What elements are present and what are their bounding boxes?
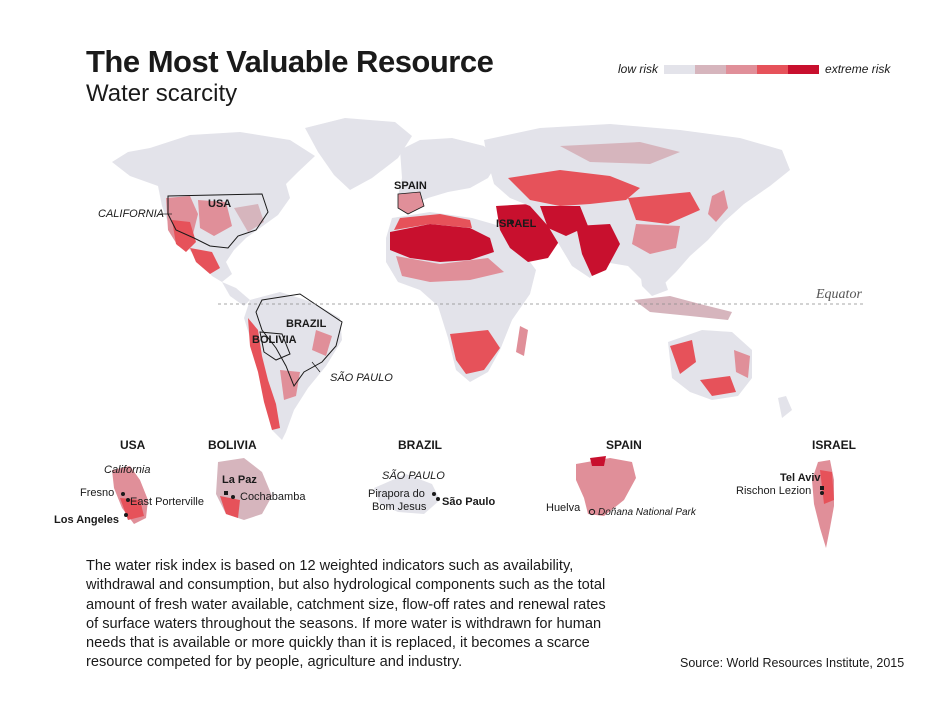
place-rischon-lezion: Rischon Lezion: [736, 485, 812, 497]
place-east-porterville: East Porterville: [130, 496, 204, 508]
argentina-risk: [280, 370, 300, 400]
place-pirapora-line2: Bom Jesus: [372, 501, 427, 513]
spain-shape: [576, 458, 636, 516]
china-south-risk: [632, 224, 680, 254]
indonesia: [634, 296, 732, 320]
place-tel-aviv: Tel Aviv: [780, 472, 821, 484]
mexico-risk: [190, 248, 220, 274]
israel-risk: [820, 470, 834, 504]
usa-plains-risk: [198, 200, 232, 236]
label-usa: USA: [208, 198, 232, 210]
legend-swatch-5: [788, 64, 820, 74]
page-subtitle: Water scarcity: [86, 80, 238, 107]
bolivia-shape: [216, 458, 272, 520]
label-israel: ISRAEL: [496, 218, 537, 230]
australia-risk-east: [734, 350, 750, 378]
sao-paulo-shape: [374, 474, 440, 514]
usa-southwest-risk: [172, 220, 196, 252]
sahara-risk: [390, 224, 494, 262]
australia-risk-south: [700, 376, 736, 396]
label-bolivia: BOLIVIA: [252, 334, 297, 346]
place-fresno: Fresno: [80, 487, 115, 499]
inset-israel: [812, 460, 834, 548]
inset-usa: [112, 466, 148, 524]
inset-brazil-title: BRAZIL: [398, 438, 442, 452]
legend-swatches: [664, 64, 820, 74]
label-brazil: BRAZIL: [286, 318, 327, 330]
source-credit: Source: World Resources Institute, 2015: [680, 656, 905, 670]
iran-risk: [540, 206, 588, 236]
world-landmasses: [112, 118, 792, 440]
label-spain: SPAIN: [394, 180, 427, 192]
risk-legend: low risk extreme risk: [618, 62, 890, 76]
legend-swatch-4: [757, 64, 789, 74]
explanation-text: The water risk index is based on 12 weig…: [86, 558, 606, 671]
brazil-east-risk: [312, 330, 332, 356]
place-donana-national-park: Doñana National Park: [598, 507, 696, 518]
inset-brazil: [374, 474, 440, 514]
china-north-risk: [628, 192, 700, 224]
label-equator: Equator: [816, 287, 862, 302]
southern-africa-risk: [450, 330, 500, 374]
bolivia-outline: [259, 331, 291, 361]
inset-spain: [576, 456, 636, 516]
place-sao-paulo: São Paulo: [442, 496, 496, 508]
israel-marker: [510, 220, 514, 224]
andes-risk: [248, 318, 280, 430]
bolivia-risk: [220, 496, 240, 518]
madagascar: [516, 326, 528, 356]
europe: [398, 138, 498, 206]
inset-bolivia: [216, 458, 272, 520]
india-risk: [576, 224, 620, 276]
legend-swatch-1: [664, 64, 696, 74]
legend-low-label: low risk: [618, 62, 659, 76]
inset-usa-region: California: [104, 464, 151, 476]
siberia-risk: [560, 142, 680, 164]
spain-outline: [397, 191, 425, 215]
brazil-outline: [255, 293, 343, 388]
japan: [708, 190, 728, 222]
spain-north-risk: [590, 456, 606, 466]
label-sao-paulo: SÃO PAULO: [330, 372, 393, 384]
place-cochabamba: Cochabamba: [240, 491, 306, 503]
inset-israel-title: ISRAEL: [812, 438, 857, 452]
usa-outline: [167, 193, 269, 249]
inset-usa-title: USA: [120, 438, 146, 452]
southeast-asia: [640, 266, 668, 296]
central-asia-risk: [508, 170, 640, 206]
inset-bolivia-title: BOLIVIA: [208, 438, 257, 452]
sahel-risk: [396, 256, 504, 282]
legend-swatch-2: [695, 64, 727, 74]
north-africa-coast-risk: [394, 214, 472, 230]
place-pirapora-line1: Pirapora do: [368, 488, 425, 500]
legend-high-label: extreme risk: [825, 62, 891, 76]
label-california: CALIFORNIA: [98, 208, 165, 220]
page-title: The Most Valuable Resource: [86, 44, 494, 79]
inset-brazil-region: SÃO PAULO: [382, 470, 445, 482]
place-los-angeles: Los Angeles: [54, 514, 119, 526]
usa-east-risk: [234, 204, 264, 232]
place-huelva: Huelva: [546, 502, 581, 514]
sao-paulo-leader: [311, 361, 321, 373]
legend-swatch-3: [726, 64, 758, 74]
place-la-paz: La Paz: [222, 474, 257, 486]
spain-map-risk: [398, 192, 424, 214]
central-america: [222, 282, 250, 306]
new-zealand: [778, 396, 792, 418]
inset-spain-title: SPAIN: [606, 438, 642, 452]
greenland: [305, 118, 412, 190]
australia-risk-west: [670, 340, 696, 374]
